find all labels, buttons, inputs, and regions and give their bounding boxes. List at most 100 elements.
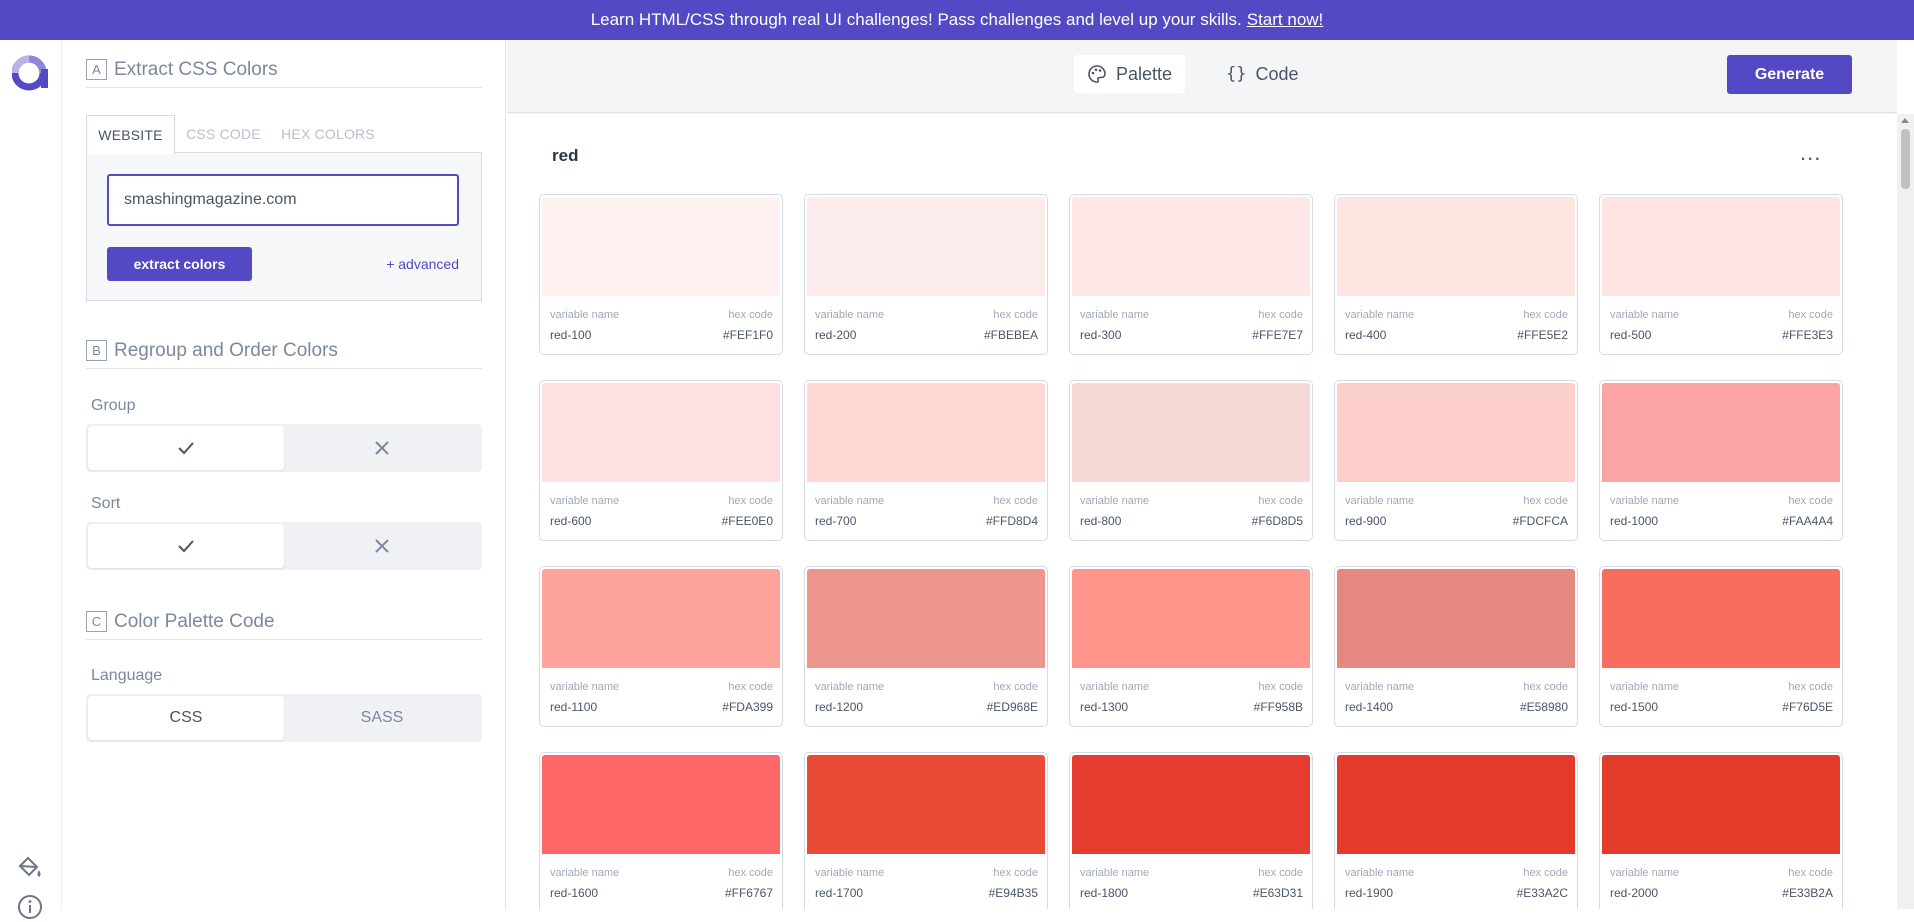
swatch-hex-code: #F6D8D5 [1251, 514, 1303, 528]
swatch-color [807, 197, 1045, 296]
swatch-color [807, 383, 1045, 482]
color-swatch-card[interactable]: variable name hex code red-400 #FFE5E2 [1334, 194, 1578, 355]
scrollbar[interactable] [1897, 114, 1914, 909]
more-options-icon[interactable]: ... [1800, 140, 1822, 165]
color-swatch-card[interactable]: variable name hex code red-200 #FBEBEA [804, 194, 1048, 355]
variable-name-label: variable name [550, 867, 620, 879]
color-swatch-card[interactable]: variable name hex code red-1100 #FDA399 [539, 566, 783, 727]
swatch-color [1602, 569, 1840, 668]
swatch-hex-code: #E63D31 [1252, 886, 1303, 900]
swatch-hex-code: #FDA399 [722, 700, 773, 714]
start-now-link[interactable]: Start now! [1246, 10, 1324, 29]
color-swatch-card[interactable]: variable name hex code red-600 #FEE0E0 [539, 380, 783, 541]
color-swatch-card[interactable]: variable name hex code red-1900 #E33A2C [1334, 752, 1578, 909]
group-off-option[interactable] [284, 426, 480, 470]
swatch-hex-code: #FFE7E7 [1252, 328, 1303, 342]
swatch-color [1337, 197, 1575, 296]
palette-icon [1088, 65, 1106, 83]
swatch-color [1337, 569, 1575, 668]
hex-code-label: hex code [993, 681, 1038, 693]
generate-button[interactable]: Generate [1727, 55, 1852, 94]
color-swatch-card[interactable]: variable name hex code red-1800 #E63D31 [1069, 752, 1313, 909]
section-b-header: B Regroup and Order Colors [86, 333, 482, 369]
main-area: Palette {} Code Generate red ... variabl… [507, 40, 1897, 909]
color-swatch-card[interactable]: variable name hex code red-1000 #FAA4A4 [1599, 380, 1843, 541]
swatch-hex-code: #FAA4A4 [1782, 514, 1833, 528]
hex-code-label: hex code [993, 495, 1038, 507]
swatch-color [1072, 569, 1310, 668]
section-b-title: Regroup and Order Colors [114, 339, 338, 361]
scroll-up-arrow-icon[interactable] [1901, 118, 1909, 123]
tab-website[interactable]: WEBSITE [86, 115, 175, 154]
variable-name-label: variable name [1080, 495, 1150, 507]
language-sass-option[interactable]: SASS [360, 709, 404, 726]
group-toggle [86, 424, 482, 472]
source-tabs: WEBSITE CSS CODE HEX COLORS [86, 115, 482, 154]
tab-css-code[interactable]: CSS CODE [186, 126, 261, 142]
swatch-hex-code: #FFD8D4 [985, 514, 1038, 528]
advanced-link[interactable]: + advanced [386, 256, 459, 272]
swatch-color [1072, 755, 1310, 854]
swatch-hex-code: #FF958B [1253, 700, 1303, 714]
palette-content: red ... variable name hex code red-100 #FEF… [507, 114, 1897, 909]
hex-code-label: hex code [728, 495, 773, 507]
tab-hex-colors[interactable]: HEX COLORS [281, 126, 375, 142]
info-icon[interactable] [15, 892, 45, 922]
color-swatch-card[interactable]: variable name hex code red-1500 #F76D5E [1599, 566, 1843, 727]
close-icon [375, 539, 389, 553]
swatch-color [1337, 383, 1575, 482]
swatch-hex-code: #FBEBEA [983, 328, 1038, 342]
app-logo[interactable] [12, 54, 50, 92]
language-css-option[interactable]: CSS [88, 696, 284, 740]
color-swatch-card[interactable]: variable name hex code red-800 #F6D8D5 [1069, 380, 1313, 541]
variable-name-label: variable name [815, 867, 885, 879]
hex-code-label: hex code [1258, 495, 1303, 507]
main-toolbar: Palette {} Code Generate [507, 40, 1897, 113]
color-group-title: red [552, 146, 579, 165]
color-swatch-card[interactable]: variable name hex code red-700 #FFD8D4 [804, 380, 1048, 541]
swatch-variable-name: red-1800 [1080, 886, 1129, 900]
hex-code-label: hex code [1523, 495, 1568, 507]
scroll-thumb[interactable] [1901, 129, 1910, 189]
swatch-hex-code: #FFE5E2 [1517, 328, 1568, 342]
variable-name-label: variable name [550, 495, 620, 507]
code-view-button[interactable]: {} Code [1213, 55, 1312, 93]
swatch-hex-code: #FEF1F0 [722, 328, 773, 342]
palette-view-button[interactable]: Palette [1074, 55, 1186, 93]
color-swatch-card[interactable]: variable name hex code red-1400 #E58980 [1334, 566, 1578, 727]
variable-name-label: variable name [1345, 681, 1415, 693]
banner-text: Learn HTML/CSS through real UI challenge… [590, 10, 1242, 29]
swatch-variable-name: red-1400 [1345, 700, 1394, 714]
color-swatch-card[interactable]: variable name hex code red-1700 #E94B35 [804, 752, 1048, 909]
variable-name-label: variable name [550, 681, 620, 693]
section-b-letter: B [86, 340, 107, 361]
swatch-variable-name: red-700 [815, 514, 857, 528]
swatch-hex-code: #E58980 [1519, 700, 1568, 714]
color-swatch-card[interactable]: variable name hex code red-500 #FFE3E3 [1599, 194, 1843, 355]
section-c-letter: C [86, 611, 107, 632]
color-swatch-card[interactable]: variable name hex code red-900 #FDCFCA [1334, 380, 1578, 541]
swatch-color [542, 197, 780, 296]
swatch-variable-name: red-2000 [1610, 886, 1659, 900]
hex-code-label: hex code [1788, 867, 1833, 879]
hex-code-label: hex code [1523, 309, 1568, 321]
color-swatch-card[interactable]: variable name hex code red-1200 #ED968E [804, 566, 1048, 727]
swatch-variable-name: red-400 [1345, 328, 1387, 342]
color-swatch-card[interactable]: variable name hex code red-1600 #FF6767 [539, 752, 783, 909]
sort-off-option[interactable] [284, 524, 480, 568]
color-swatch-card[interactable]: variable name hex code red-1300 #FF958B [1069, 566, 1313, 727]
extract-colors-button[interactable]: extract colors [107, 247, 252, 281]
color-swatch-card[interactable]: variable name hex code red-2000 #E33B2A [1599, 752, 1843, 909]
variable-name-label: variable name [815, 681, 885, 693]
color-swatch-card[interactable]: variable name hex code red-300 #FFE7E7 [1069, 194, 1313, 355]
hex-code-label: hex code [1788, 309, 1833, 321]
paint-bucket-icon[interactable] [15, 852, 45, 882]
swatch-variable-name: red-200 [815, 328, 857, 342]
sort-label: Sort [91, 495, 121, 512]
swatch-hex-code: #ED968E [986, 700, 1038, 714]
website-url-input[interactable] [107, 174, 459, 226]
close-icon [375, 441, 389, 455]
color-swatch-card[interactable]: variable name hex code red-100 #FEF1F0 [539, 194, 783, 355]
group-on-option[interactable] [88, 426, 284, 470]
sort-on-option[interactable] [88, 524, 284, 568]
